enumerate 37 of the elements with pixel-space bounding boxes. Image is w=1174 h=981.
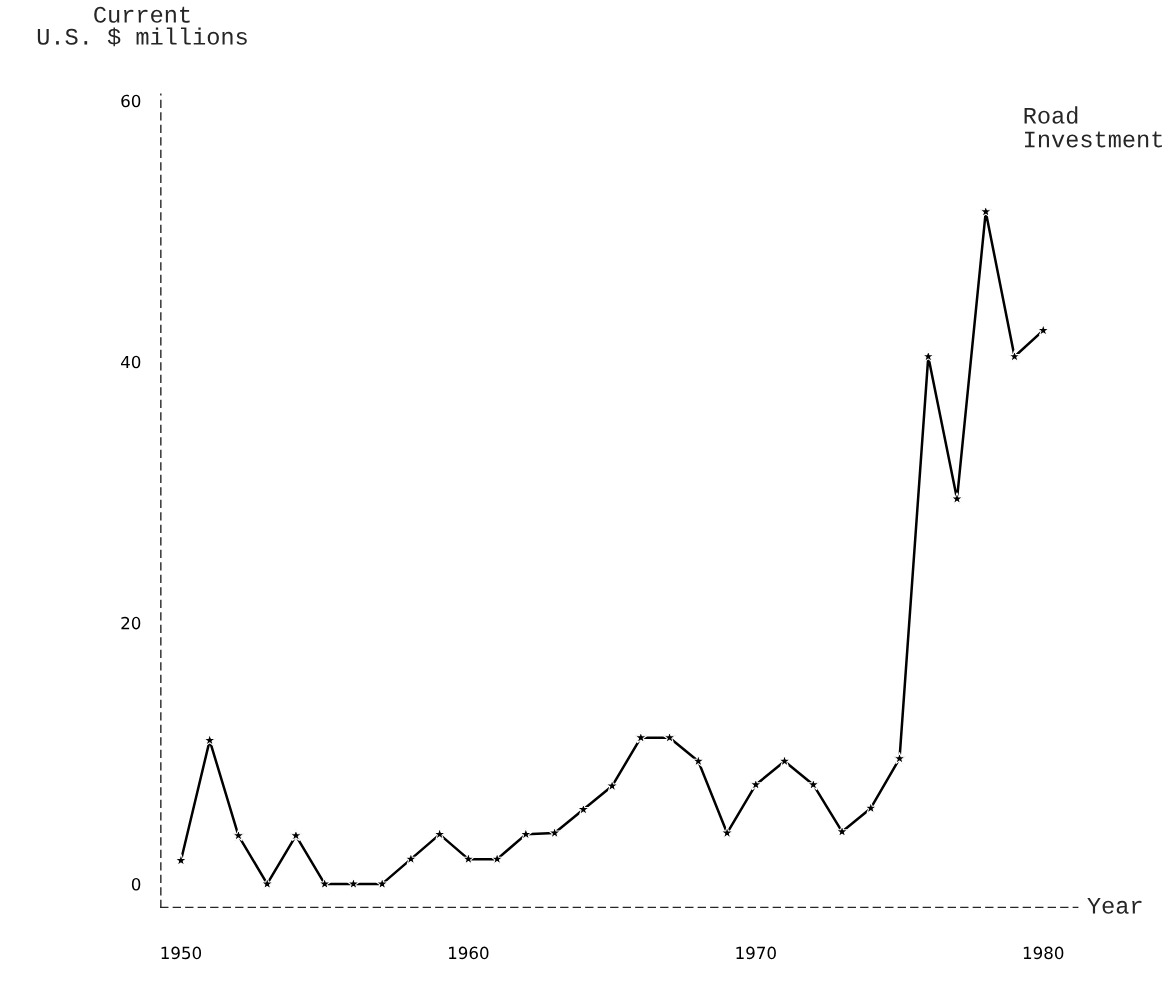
x-tick-label: 1980 xyxy=(1023,946,1064,960)
point xyxy=(835,824,849,838)
x-axis-title: Year xyxy=(1087,897,1142,914)
point xyxy=(433,827,447,840)
point xyxy=(231,828,245,842)
point xyxy=(490,852,504,865)
point xyxy=(691,754,705,767)
point xyxy=(806,777,820,791)
y-tick-label: 0 xyxy=(131,877,141,891)
point xyxy=(461,852,475,865)
point xyxy=(720,826,734,839)
x-tick-label: 1970 xyxy=(736,946,776,960)
text: Road Investment xyxy=(1024,106,1162,148)
point xyxy=(576,802,590,816)
point xyxy=(404,852,418,865)
point xyxy=(1008,349,1021,363)
point xyxy=(979,204,993,218)
point xyxy=(318,877,332,890)
point xyxy=(893,751,906,765)
point xyxy=(346,877,360,890)
x-tick-label: 1950 xyxy=(161,946,202,960)
y-tick-label: 20 xyxy=(121,616,141,630)
point xyxy=(548,826,562,839)
point xyxy=(289,828,303,842)
y-tick-label: 40 xyxy=(121,355,141,369)
point xyxy=(605,779,619,792)
point xyxy=(375,877,389,890)
y-axis-title: Current U.S. $ millions xyxy=(37,6,247,47)
point xyxy=(634,730,648,744)
y-tick-label: 60 xyxy=(121,94,141,108)
point xyxy=(260,877,274,890)
point xyxy=(1036,323,1050,337)
point xyxy=(749,777,763,791)
point xyxy=(519,827,533,840)
x-tick-label: 1960 xyxy=(449,946,489,960)
point xyxy=(203,733,217,746)
point xyxy=(950,492,964,505)
